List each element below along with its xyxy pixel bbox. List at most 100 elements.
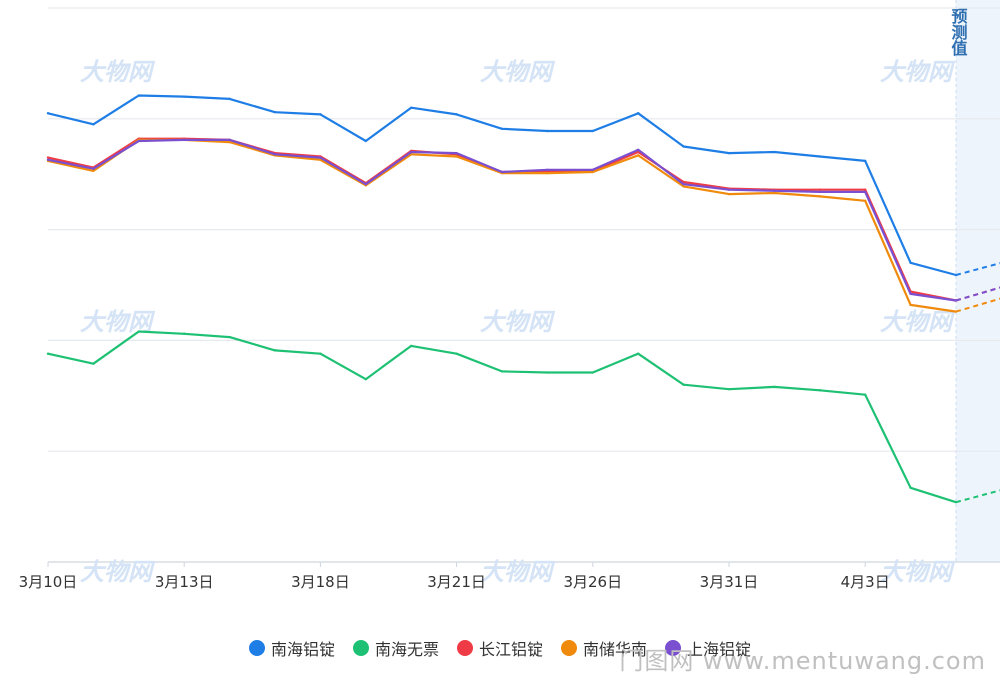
series-forecast-line <box>955 262 1000 276</box>
data-point[interactable] <box>864 199 867 202</box>
data-point[interactable] <box>818 190 821 194</box>
data-point[interactable] <box>273 153 277 156</box>
data-point[interactable] <box>410 150 413 154</box>
data-point[interactable] <box>319 113 322 116</box>
legend-item[interactable]: 南储华南 <box>561 636 647 660</box>
series-line <box>47 138 957 302</box>
data-point[interactable] <box>682 145 685 148</box>
legend-item[interactable]: 上海铝锭 <box>665 636 751 660</box>
data-point[interactable] <box>546 168 549 171</box>
legend-item[interactable]: 南海无票 <box>352 636 439 660</box>
data-point[interactable] <box>864 393 867 396</box>
legend-item[interactable]: 南海铝锭 <box>248 636 335 660</box>
data-point[interactable] <box>228 97 231 101</box>
data-point[interactable] <box>954 500 958 504</box>
legend: 南海铝锭 南海无票 长江铝锭 南储华南 上海铝锭 <box>0 636 1000 660</box>
legend-dot-icon <box>665 640 682 656</box>
watermark-text: 大物网 <box>480 58 556 86</box>
data-point[interactable] <box>909 486 912 489</box>
data-point[interactable] <box>228 335 231 339</box>
data-point[interactable] <box>954 310 958 313</box>
data-point[interactable] <box>364 139 367 143</box>
data-point[interactable] <box>591 168 594 171</box>
data-point[interactable] <box>727 188 731 191</box>
data-point[interactable] <box>546 371 549 374</box>
series-forecast-line <box>955 489 1000 504</box>
data-point[interactable] <box>954 299 958 302</box>
data-point[interactable] <box>637 352 640 355</box>
data-point[interactable] <box>682 182 685 186</box>
data-point[interactable] <box>591 170 594 174</box>
data-point[interactable] <box>46 156 50 159</box>
data-point[interactable] <box>273 349 277 352</box>
data-point[interactable] <box>273 110 277 114</box>
data-point[interactable] <box>319 156 322 159</box>
legend-label: 南海铝锭 <box>270 640 335 659</box>
data-point[interactable] <box>727 387 731 391</box>
data-point[interactable] <box>727 151 731 155</box>
x-tick-label: 3月13日 <box>155 573 214 591</box>
data-point[interactable] <box>228 140 231 144</box>
watermark-text: 大物网 <box>880 558 956 586</box>
legend-item[interactable]: 长江铝锭 <box>456 636 543 660</box>
data-point[interactable] <box>455 113 458 116</box>
data-point[interactable] <box>591 129 594 133</box>
data-point[interactable] <box>546 129 549 133</box>
data-point[interactable] <box>864 190 867 194</box>
data-point[interactable] <box>92 169 95 173</box>
data-point[interactable] <box>455 155 458 158</box>
data-point[interactable] <box>818 195 821 198</box>
data-point[interactable] <box>364 182 367 186</box>
data-point[interactable] <box>183 138 186 142</box>
site-credit: 门图网 www.mentuwang.com <box>619 647 986 675</box>
data-point[interactable] <box>410 344 413 348</box>
data-point[interactable] <box>183 95 186 98</box>
data-point[interactable] <box>92 123 95 126</box>
data-point[interactable] <box>92 167 95 170</box>
data-point[interactable] <box>773 189 776 193</box>
data-point[interactable] <box>909 261 912 265</box>
data-point[interactable] <box>637 112 640 115</box>
data-point[interactable] <box>500 127 504 130</box>
data-point[interactable] <box>818 188 821 191</box>
data-point[interactable] <box>546 171 549 175</box>
data-point[interactable] <box>818 155 821 158</box>
data-point[interactable] <box>818 389 821 392</box>
data-point[interactable] <box>682 185 685 188</box>
data-point[interactable] <box>591 371 594 374</box>
data-point[interactable] <box>228 138 231 142</box>
data-point[interactable] <box>92 362 95 365</box>
data-point[interactable] <box>637 154 640 157</box>
data-point[interactable] <box>364 377 367 381</box>
legend-label: 南储华南 <box>583 640 648 659</box>
data-point[interactable] <box>500 370 504 373</box>
data-point[interactable] <box>773 150 776 154</box>
data-point[interactable] <box>954 273 958 277</box>
data-point[interactable] <box>137 330 140 333</box>
x-tick-label: 3月18日 <box>291 573 350 591</box>
legend-label: 南海无票 <box>374 640 439 659</box>
x-axis-ticks: 3月10日 3月13日 3月18日 3月21日 3月26日 3月31日 4月3日 <box>19 562 890 591</box>
data-point[interactable] <box>46 158 50 161</box>
data-point[interactable] <box>183 332 186 335</box>
data-point[interactable] <box>773 385 776 389</box>
data-point[interactable] <box>137 94 140 97</box>
data-point[interactable] <box>637 148 640 152</box>
data-point[interactable] <box>864 159 867 163</box>
data-point[interactable] <box>500 170 504 174</box>
data-point[interactable] <box>682 383 685 386</box>
data-point[interactable] <box>773 191 776 195</box>
data-point[interactable] <box>46 112 50 115</box>
data-point[interactable] <box>727 192 731 196</box>
series-forecast-line <box>955 297 1000 313</box>
data-point[interactable] <box>46 352 50 355</box>
data-point[interactable] <box>137 139 140 143</box>
data-point[interactable] <box>455 151 458 155</box>
data-point[interactable] <box>909 303 912 307</box>
data-point[interactable] <box>410 106 413 109</box>
data-point[interactable] <box>864 188 867 191</box>
data-point[interactable] <box>455 352 458 355</box>
data-point[interactable] <box>909 292 912 296</box>
data-point[interactable] <box>319 352 322 355</box>
